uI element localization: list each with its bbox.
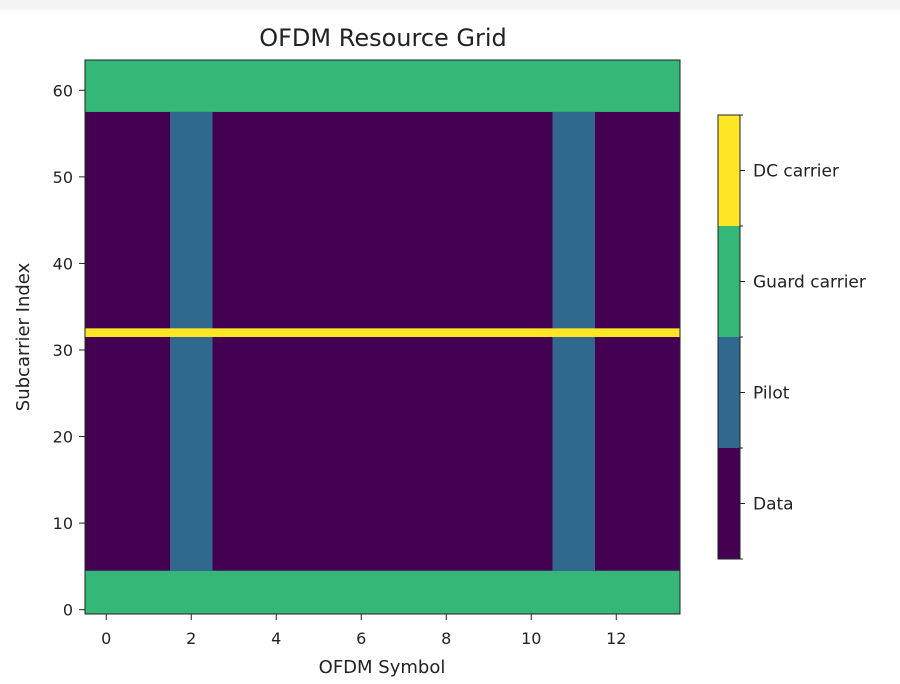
colorbar-label: Data <box>753 495 794 515</box>
x-tick-label: 2 <box>186 629 196 648</box>
colorbar-label: Guard carrier <box>753 273 866 293</box>
y-tick-label: 30 <box>53 341 73 360</box>
y-axis-label: Subcarrier Index <box>13 262 34 411</box>
colorbar-frame <box>717 114 741 560</box>
colorbar-swatch-pilot <box>718 337 740 448</box>
x-tick-label: 12 <box>606 629 626 648</box>
y-tick-label: 20 <box>53 428 73 447</box>
heatmap-cells <box>85 60 680 614</box>
colorbar-swatch-dc-carrier <box>718 115 740 226</box>
colorbar-swatch-guard-carrier <box>718 226 740 337</box>
colorbar-label: DC carrier <box>753 162 839 182</box>
x-tick-label: 8 <box>441 629 451 648</box>
x-tick-label: 4 <box>271 629 281 648</box>
y-tick-label: 10 <box>53 514 73 533</box>
y-tick-label: 50 <box>53 168 73 187</box>
x-tick-label: 6 <box>356 629 366 648</box>
top-bar <box>0 0 900 10</box>
colorbar: Data Pilot Guard carrier DC carrier <box>717 114 866 560</box>
x-tick-label: 10 <box>521 629 541 648</box>
x-tick-label: 0 <box>101 629 111 648</box>
y-axis: 0 10 20 30 40 50 60 <box>53 81 85 620</box>
plot-frame <box>84 59 681 615</box>
x-axis-label: OFDM Symbol <box>319 657 446 678</box>
y-tick-label: 40 <box>53 254 73 273</box>
colorbar-swatch-data <box>718 448 740 559</box>
cell-region-dc-carrier-4 <box>85 328 680 337</box>
chart-title: OFDM Resource Grid <box>259 24 507 52</box>
cell-region-guard-carrier-0 <box>85 570 680 614</box>
cell-region-guard-carrier-1 <box>85 60 680 112</box>
cell-region-pilot-2 <box>170 111 213 571</box>
colorbar-label: Pilot <box>753 384 790 404</box>
cell-region-pilot-3 <box>552 111 595 571</box>
y-tick-label: 0 <box>63 601 73 620</box>
x-axis: 0 2 4 6 8 10 12 <box>101 614 626 648</box>
y-tick-label: 60 <box>53 81 73 100</box>
